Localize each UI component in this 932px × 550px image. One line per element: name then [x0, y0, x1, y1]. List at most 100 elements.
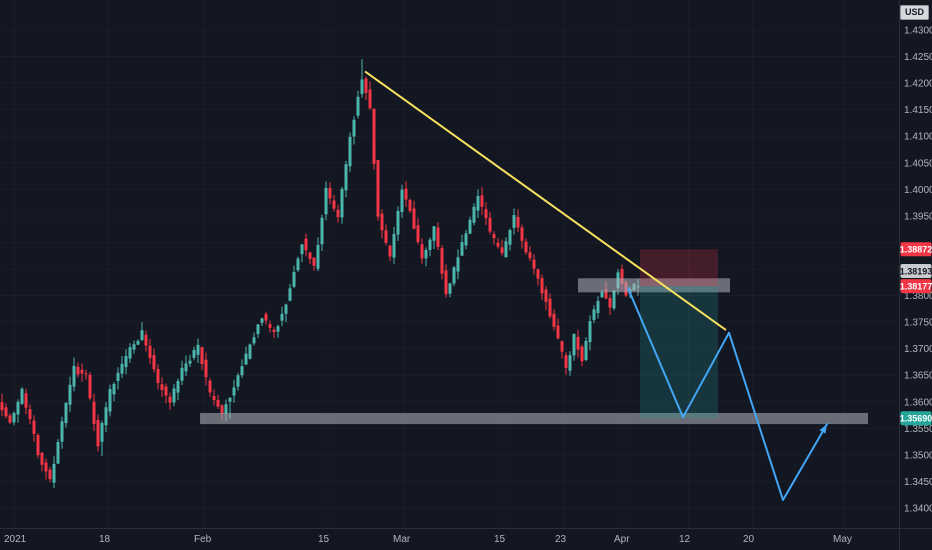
time-tick-label: May: [833, 534, 852, 545]
candle: [580, 344, 584, 367]
candle: [144, 330, 148, 352]
candle: [512, 208, 516, 235]
price-label-stop[interactable]: 1.38872: [900, 242, 932, 257]
candle: [76, 362, 80, 378]
candle: [36, 433, 40, 459]
candle: [12, 411, 16, 426]
projection-arrowhead: [819, 424, 827, 434]
candle: [396, 206, 400, 241]
price-tick-label: 1.38000: [904, 291, 932, 302]
projection-drawing[interactable]: [627, 287, 828, 502]
candle: [408, 198, 412, 213]
candle: [412, 200, 416, 230]
short-position-risk-box[interactable]: [640, 249, 718, 287]
candle: [596, 296, 600, 319]
candle: [380, 209, 384, 239]
candle: [120, 355, 124, 378]
candle: [284, 303, 288, 323]
candle: [88, 372, 92, 401]
candle: [140, 321, 144, 341]
candle: [560, 340, 564, 359]
candle: [576, 330, 580, 358]
candle: [68, 376, 72, 412]
candle: [592, 305, 596, 324]
price-label-target[interactable]: 1.35690: [900, 411, 932, 426]
candle: [72, 357, 76, 392]
candle: [256, 323, 260, 338]
candle: [28, 404, 32, 425]
price-projection-path[interactable]: [627, 287, 828, 502]
price-tick-label: 1.35000: [904, 450, 932, 461]
time-axis[interactable]: 2021 18 Feb 15 Mar 15 23 Apr 12 20 May: [0, 528, 932, 546]
candle: [532, 254, 536, 275]
candle: [128, 343, 132, 363]
candle: [40, 451, 44, 472]
svg-text:1.38193: 1.38193: [900, 267, 932, 277]
candle: [252, 332, 256, 346]
candle: [16, 399, 20, 423]
candle: [368, 81, 372, 110]
drawing-overlays[interactable]: [200, 70, 868, 425]
candle: [320, 214, 324, 252]
candle: [328, 182, 332, 205]
time-tick-label: 18: [99, 534, 111, 545]
candle: [52, 456, 56, 488]
time-tick-label: Feb: [194, 534, 212, 545]
support-zone[interactable]: [200, 412, 868, 425]
candle: [336, 204, 340, 223]
candle: [124, 349, 128, 375]
candle: [104, 401, 108, 433]
svg-text:1.38177: 1.38177: [900, 282, 932, 292]
candle: [236, 372, 240, 391]
candle: [492, 231, 496, 245]
candle: [184, 355, 188, 377]
price-tick-label: 1.43000: [904, 26, 932, 37]
candle: [564, 352, 568, 375]
candle: [424, 247, 428, 267]
candle: [456, 249, 460, 280]
candle: [80, 363, 84, 382]
candle: [64, 402, 68, 428]
candle: [476, 189, 480, 218]
candle: [180, 360, 184, 385]
candle: [304, 233, 308, 257]
candle: [376, 159, 380, 221]
candle: [288, 283, 292, 302]
time-tick-label: 23: [555, 534, 567, 545]
candle: [388, 244, 392, 262]
price-label-entry[interactable]: 1.38177: [900, 279, 932, 294]
time-tick-label: Mar: [393, 534, 411, 545]
candle: [280, 306, 284, 327]
candle: [524, 238, 528, 255]
candle: [96, 414, 100, 452]
price-tick-label: 1.35500: [904, 424, 932, 435]
descending-trendline[interactable]: [364, 70, 727, 331]
candle: [204, 352, 208, 386]
candle: [612, 290, 616, 311]
candle: [300, 244, 304, 263]
candle: [400, 184, 404, 218]
resistance-zone[interactable]: [578, 278, 730, 293]
candle: [20, 387, 24, 405]
candle: [192, 346, 196, 361]
candle: [176, 378, 180, 401]
candle: [160, 377, 164, 397]
candle: [348, 132, 352, 172]
candle: [244, 346, 248, 365]
candle: [360, 59, 364, 98]
candle: [212, 389, 216, 406]
candle: [308, 251, 312, 265]
currency-badge[interactable]: USD: [899, 5, 929, 20]
candle: [384, 224, 388, 246]
candle: [48, 466, 52, 483]
candle: [92, 393, 96, 432]
price-label-current: 1.38193: [900, 264, 932, 278]
candle: [420, 238, 424, 264]
candle: [148, 339, 152, 365]
candle: [56, 439, 60, 464]
price-tick-label: 1.41000: [904, 132, 932, 143]
price-axis[interactable]: 1.43000 1.42500 1.42000 1.41500 1.41000 1.405…: [899, 0, 932, 550]
chart-grid: [0, 0, 900, 528]
short-position-reward-box[interactable]: [640, 286, 718, 419]
